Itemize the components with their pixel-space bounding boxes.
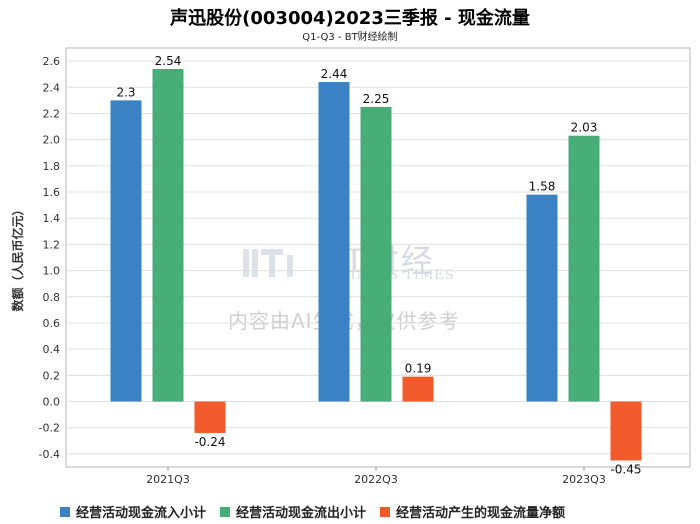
bar-inflow xyxy=(318,82,350,402)
legend-swatch-outflow xyxy=(220,506,231,517)
legend-swatch-net xyxy=(380,506,391,517)
bar-outflow xyxy=(360,106,392,402)
legend-item-outflow[interactable]: 经营活动现金流出小计 xyxy=(220,502,366,521)
legend-item-inflow[interactable]: 经营活动现金流入小计 xyxy=(60,502,206,521)
data-label: 2.54 xyxy=(155,54,182,68)
legend-item-net[interactable]: 经营活动产生的现金流量净额 xyxy=(380,502,565,521)
chart-legend: 经营活动现金流入小计 经营活动现金流出小计 经营活动产生的现金流量净额 xyxy=(60,502,565,521)
data-label: 2.44 xyxy=(321,67,348,81)
watermark-logo-icon xyxy=(243,249,293,277)
y-tick-label: 0.4 xyxy=(43,343,61,356)
bar-outflow xyxy=(152,68,184,402)
bar-chart: -0.4 -0.2 0.0 0.2 0.4 0.6 0.8 1.0 1.2 1.4 1.6 1.8 2.… xyxy=(10,47,691,486)
plot-frame xyxy=(65,47,691,468)
data-label: 2.25 xyxy=(363,92,390,106)
legend-swatch-inflow xyxy=(60,506,70,517)
data-label: 0.19 xyxy=(405,362,432,376)
y-tick-label: 1.4 xyxy=(43,212,61,225)
legend-label-outflow: 经营活动现金流出小计 xyxy=(236,506,367,521)
bar-inflow xyxy=(110,100,142,402)
y-tick-label: 1.8 xyxy=(43,160,61,173)
bar-outflow xyxy=(568,135,600,402)
y-tick-label: 0.8 xyxy=(43,291,61,304)
bar-net xyxy=(610,401,642,461)
data-label: 2.03 xyxy=(571,121,598,135)
y-tick-label: 1.6 xyxy=(43,186,61,199)
bar-net xyxy=(402,376,434,402)
data-label: -0.24 xyxy=(194,435,225,449)
y-tick-label: -0.2 xyxy=(39,422,60,435)
y-tick-label: 0.6 xyxy=(43,317,61,330)
x-tick-label: 2022Q3 xyxy=(354,473,398,486)
data-label: 2.3 xyxy=(116,85,135,99)
y-tick-label: 2.2 xyxy=(43,107,61,120)
y-tick-label: -0.4 xyxy=(39,448,60,461)
y-tick-label: 2.0 xyxy=(43,134,61,147)
bar-net xyxy=(194,401,226,433)
y-tick-label: 1.2 xyxy=(43,238,61,251)
bar-inflow xyxy=(526,194,558,402)
y-tick-label: 0.0 xyxy=(43,396,61,409)
x-tick-label: 2021Q3 xyxy=(146,473,190,486)
y-tick-label: 1.0 xyxy=(43,265,61,278)
y-tick-label: 2.6 xyxy=(43,55,61,68)
data-label: -0.45 xyxy=(610,462,641,476)
chart-title: 声迅股份(003004)2023三季报 - 现金流量 xyxy=(170,8,530,29)
y-axis-label: 数额（人民币亿元） xyxy=(10,203,25,311)
y-tick-label: 2.4 xyxy=(43,81,61,94)
chart-subtitle: Q1-Q3 - BT财经绘制 xyxy=(302,32,398,43)
legend-label-net: 经营活动产生的现金流量净额 xyxy=(396,506,566,521)
x-tick-label: 2023Q3 xyxy=(562,473,606,486)
data-label: 1.58 xyxy=(529,180,556,194)
y-tick-label: 0.2 xyxy=(43,369,61,382)
legend-label-inflow: 经营活动现金流入小计 xyxy=(76,506,207,521)
